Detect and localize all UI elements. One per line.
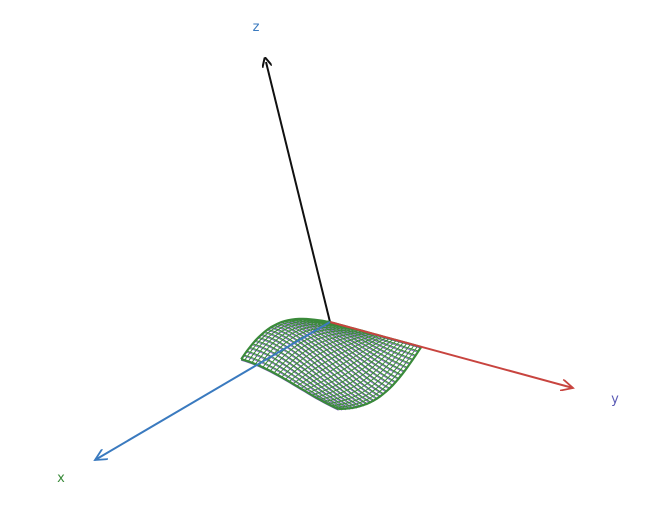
surface-mesh-line bbox=[319, 341, 405, 400]
surface-mesh-line bbox=[311, 339, 397, 396]
surface-mesh-line bbox=[251, 322, 341, 363]
y-axis-label: y bbox=[611, 392, 619, 407]
surface-mesh-line bbox=[327, 343, 412, 405]
surface-mesh-line bbox=[285, 333, 373, 380]
y-axis-line bbox=[329, 321, 573, 388]
surface-underside-line bbox=[291, 320, 394, 387]
x-axis-label: x bbox=[57, 471, 65, 486]
x-axis-line bbox=[95, 321, 331, 460]
surface-mesh-line bbox=[281, 332, 369, 378]
surface-mesh-line bbox=[269, 329, 359, 372]
surface-mesh-line bbox=[273, 330, 362, 374]
surface-mesh-line bbox=[247, 320, 338, 362]
surface-mesh-line bbox=[296, 335, 383, 387]
surface-mesh-line bbox=[315, 340, 401, 398]
z-axis-line bbox=[266, 62, 331, 323]
surface-mesh-line bbox=[304, 337, 390, 392]
surface-underside-line bbox=[270, 327, 375, 402]
surface-wireframe bbox=[240, 317, 423, 411]
surface-boundary-line bbox=[240, 317, 331, 360]
surface-mesh-line bbox=[330, 344, 415, 406]
surface-mesh-line bbox=[323, 342, 408, 403]
surface-mesh-line bbox=[258, 325, 348, 366]
surface-underside-line bbox=[274, 326, 378, 400]
surface-underside-line bbox=[281, 323, 384, 396]
surface-mesh-line bbox=[292, 334, 380, 385]
surface-mesh-line bbox=[308, 338, 394, 394]
surface-underside-line bbox=[284, 321, 387, 393]
surface-mesh-line bbox=[300, 336, 387, 389]
surface-mesh-line bbox=[288, 334, 376, 382]
surface-mesh-line bbox=[262, 326, 352, 368]
surface-mesh-line bbox=[277, 331, 366, 376]
z-axis-label: z bbox=[253, 20, 260, 35]
surface-underside-line bbox=[288, 321, 390, 390]
surface-mesh-line bbox=[334, 345, 419, 408]
surface-underside-line bbox=[277, 324, 381, 398]
surface-boundary-line bbox=[338, 346, 423, 411]
